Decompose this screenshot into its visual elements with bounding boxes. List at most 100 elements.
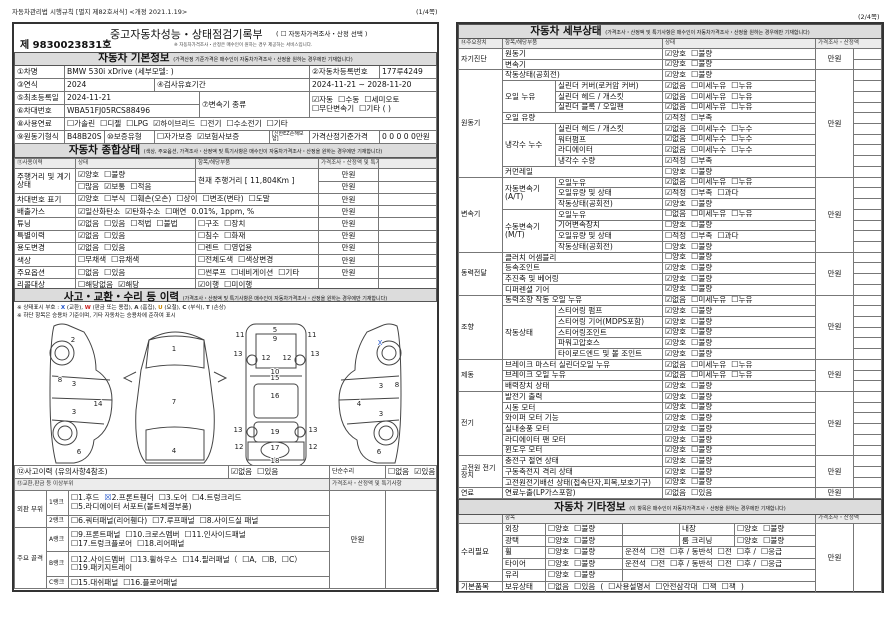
- checkbox-option[interactable]: ☐부식: [104, 194, 126, 204]
- checkbox-option[interactable]: ☑없음: [665, 134, 687, 144]
- checkbox-option[interactable]: ☐불량: [574, 547, 596, 557]
- checkbox-option[interactable]: ☐양호: [665, 166, 687, 176]
- checkbox-option[interactable]: ☐불량: [691, 252, 713, 262]
- checkbox-option[interactable]: ☑양호: [665, 402, 687, 412]
- checkbox-option[interactable]: ☑없음: [78, 230, 100, 240]
- checkbox-option[interactable]: ☑양호: [78, 169, 100, 179]
- checkbox-option[interactable]: ☐미세누수: [691, 134, 727, 144]
- checkbox-option[interactable]: ☐미세누유: [691, 177, 727, 187]
- checkbox-option[interactable]: ☑양호: [665, 316, 687, 326]
- checkbox-option[interactable]: ☐침수: [198, 230, 220, 240]
- checkbox-option[interactable]: ☐전: [650, 547, 666, 557]
- checkbox-option[interactable]: ☐색상변경: [238, 255, 274, 265]
- checkbox-option[interactable]: ☑없음: [78, 243, 100, 253]
- checkbox-option[interactable]: ☐불량: [574, 524, 596, 534]
- checkbox-option[interactable]: ☐양호: [665, 252, 687, 262]
- checkbox-option[interactable]: ☐가솔린: [67, 118, 96, 128]
- checkbox-option[interactable]: ☐불량: [691, 273, 713, 283]
- checkbox-option[interactable]: ☐불량: [104, 169, 126, 179]
- checkbox-option[interactable]: ☐16.플로어패널: [123, 577, 178, 587]
- checkbox-option[interactable]: ☑양호: [665, 477, 687, 487]
- checkbox-option[interactable]: ☐부족: [691, 155, 713, 165]
- checkbox-option[interactable]: ☐미이행: [224, 279, 253, 289]
- checkbox-option[interactable]: ☐불량: [691, 402, 713, 412]
- checkbox-option[interactable]: ☑없음: [665, 80, 687, 90]
- checkbox-option[interactable]: ☐없음: [388, 466, 410, 476]
- checkbox-option[interactable]: ☐과다: [717, 188, 739, 197]
- checkbox-option[interactable]: ☑적정: [665, 188, 687, 197]
- checkbox-option[interactable]: ☐없음: [548, 581, 570, 591]
- checkbox-option[interactable]: ☐불량: [763, 535, 785, 545]
- checkbox-option[interactable]: ☐불량: [691, 413, 713, 423]
- checkbox-option[interactable]: ☐불량: [691, 305, 713, 315]
- checkbox-option[interactable]: ☑없음: [665, 488, 687, 498]
- checkbox-option[interactable]: ☐전체도색: [198, 255, 234, 265]
- checkbox-option[interactable]: ☐있음: [574, 581, 596, 591]
- checkbox-option[interactable]: ☐불량: [691, 70, 713, 80]
- checkbox-option[interactable]: ☐응급: [760, 547, 783, 557]
- checkbox-option[interactable]: ☐미세누유: [691, 370, 727, 380]
- checkbox-option[interactable]: ☐도말: [248, 194, 270, 204]
- checkbox-option[interactable]: ☐14.필러패널（: [182, 554, 238, 564]
- checkbox-option[interactable]: ☐불량: [691, 423, 713, 433]
- checkbox-option[interactable]: ☐누수: [731, 145, 753, 155]
- checkbox-option[interactable]: ☑양호: [665, 263, 687, 273]
- checkbox-option[interactable]: ☐LPG: [126, 118, 149, 128]
- checkbox-option[interactable]: ☐불량: [574, 558, 596, 568]
- checkbox-option[interactable]: ☐전: [717, 547, 732, 557]
- checkbox-option[interactable]: ☐구조: [198, 218, 220, 228]
- checkbox-option[interactable]: ☒2.프론트휀더: [104, 493, 154, 503]
- checkbox-option[interactable]: ☐불량: [691, 327, 713, 337]
- checkbox-option[interactable]: ☑양호: [665, 445, 687, 455]
- checkbox-option[interactable]: ☐불량: [691, 220, 713, 230]
- checkbox-option[interactable]: ☐미세누유: [691, 80, 727, 90]
- checkbox-option[interactable]: ☑일산화탄소: [78, 206, 121, 216]
- checkbox-option[interactable]: ☐누수: [731, 123, 753, 133]
- checkbox-option[interactable]: ☐11.인사이드패널: [184, 530, 246, 540]
- checkbox-option[interactable]: ☑양호: [665, 59, 687, 69]
- checkbox-option[interactable]: ☑양호: [665, 380, 687, 390]
- checkbox-option[interactable]: ☐불량: [691, 48, 713, 58]
- checkbox-option[interactable]: ☑적정: [665, 155, 687, 165]
- checkbox-option[interactable]: ☐불량: [691, 434, 713, 444]
- checkbox-option[interactable]: ☐미세누유: [691, 359, 727, 369]
- checkbox-option[interactable]: ☐미세누유: [691, 295, 727, 305]
- checkbox-option[interactable]: ☑없음: [665, 102, 687, 112]
- checkbox-option[interactable]: ☐기타: [278, 267, 300, 277]
- checkbox-option[interactable]: ☑양호: [665, 70, 687, 80]
- checkbox-option[interactable]: ☑양호: [665, 466, 687, 476]
- checkbox-option[interactable]: ☐불량: [691, 455, 713, 465]
- checkbox-option[interactable]: ☐전: [717, 558, 732, 568]
- checkbox-option[interactable]: ☐후 /: [736, 547, 756, 557]
- checkbox-option[interactable]: ☐13.휠하우스: [130, 554, 178, 564]
- checkbox-option[interactable]: ☐누유: [731, 370, 753, 380]
- checkbox-option[interactable]: ☐A,: [242, 554, 257, 564]
- checkbox-option[interactable]: ☐안전삼각대: [655, 581, 698, 591]
- checkbox-option[interactable]: ☐9.프론트패널: [71, 530, 121, 540]
- checkbox-option[interactable]: ☐해당없음: [78, 279, 114, 289]
- checkbox-option[interactable]: ☐장치: [224, 218, 246, 228]
- checkbox-option[interactable]: ☐부족: [691, 188, 713, 197]
- checkbox-option[interactable]: ☑양호: [665, 305, 687, 315]
- checkbox-option[interactable]: ☑없음: [665, 295, 687, 305]
- checkbox-option[interactable]: ☐적정: [665, 230, 687, 240]
- checkbox-option[interactable]: ☑양호: [665, 338, 687, 348]
- checkbox-option[interactable]: ☐누유: [731, 80, 753, 90]
- checkbox-option[interactable]: ☑없음: [665, 359, 687, 369]
- checkbox-option[interactable]: ☐후 / 동반석: [670, 547, 713, 557]
- checkbox-option[interactable]: ☑양호: [665, 423, 687, 433]
- checkbox-option[interactable]: ☐기타 ( ): [359, 103, 392, 113]
- checkbox-option[interactable]: ☐무채색: [78, 255, 107, 265]
- checkbox-option[interactable]: ☐무단변속기: [312, 103, 355, 113]
- checkbox-option[interactable]: ☐양호: [665, 220, 687, 230]
- checkbox-option[interactable]: ☐잭: [702, 581, 717, 591]
- checkbox-option[interactable]: ☐양호: [548, 535, 570, 545]
- checkbox-option[interactable]: ☐유채색: [111, 255, 140, 265]
- checkbox-option[interactable]: ☐과다: [717, 230, 739, 240]
- checkbox-option[interactable]: ☐불량: [691, 477, 713, 487]
- checkbox-option[interactable]: ☐전: [650, 558, 666, 568]
- checkbox-option[interactable]: ☐8.사이드실 패널: [199, 516, 259, 526]
- checkbox-option[interactable]: ☑양호: [665, 434, 687, 444]
- checkbox-option[interactable]: ☑양호: [665, 413, 687, 423]
- checkbox-option[interactable]: ☐네비게이션: [231, 267, 274, 277]
